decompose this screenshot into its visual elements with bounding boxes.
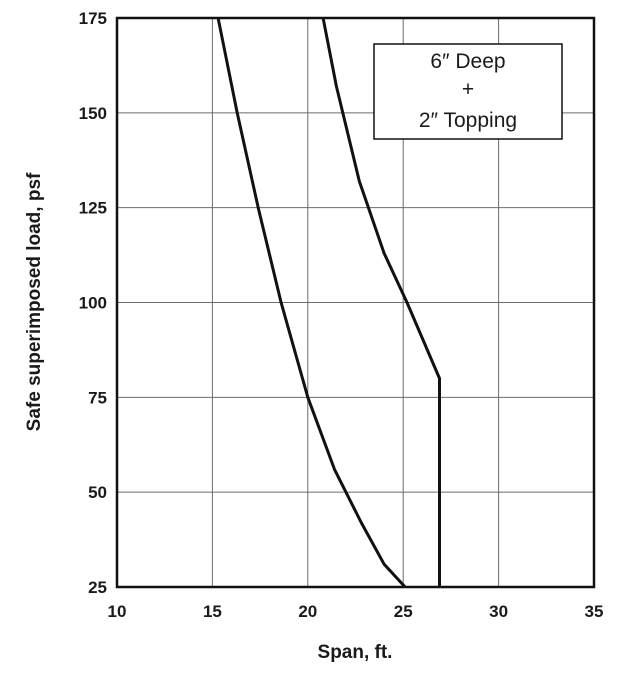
y-tick-label: 25: [88, 578, 107, 597]
y-tick-label: 125: [79, 199, 107, 218]
y-tick-labels: 25 50 75 100 125 150 175: [79, 9, 107, 597]
annotation-line-depth: 6″ Deep: [430, 50, 505, 73]
annotation-line-plus: +: [462, 78, 474, 101]
x-tick-labels: 10 15 20 25 30 35: [108, 602, 604, 621]
y-axis-title: Safe superimposed load, psf: [24, 172, 45, 431]
y-tick-label: 75: [88, 388, 107, 407]
x-tick-label: 35: [585, 602, 604, 621]
y-tick-label: 150: [79, 104, 107, 123]
x-tick-label: 15: [203, 602, 222, 621]
x-tick-label: 25: [394, 602, 413, 621]
y-tick-label: 50: [88, 483, 107, 502]
y-tick-label: 100: [79, 294, 107, 313]
x-tick-label: 20: [298, 602, 317, 621]
x-axis-title: Span, ft.: [318, 642, 393, 663]
annotation-box: 6″ Deep + 2″ Topping: [374, 44, 562, 139]
x-tick-label: 10: [108, 602, 127, 621]
annotation-line-topping: 2″ Topping: [419, 109, 517, 132]
x-tick-label: 30: [489, 602, 508, 621]
y-tick-label: 175: [79, 9, 107, 28]
